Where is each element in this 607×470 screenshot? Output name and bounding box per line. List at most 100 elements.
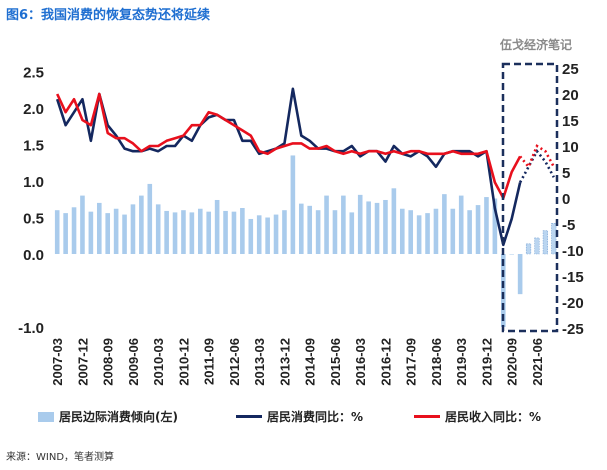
bar-mark bbox=[433, 208, 439, 254]
legend-income-label: 居民收入同比：% bbox=[445, 410, 542, 424]
series-line bbox=[55, 87, 522, 247]
bar-mark bbox=[307, 205, 313, 254]
bar-mark bbox=[122, 214, 127, 254]
y-left-tick-label: -1.0 bbox=[18, 320, 44, 337]
x-tick-label: 2021-06 bbox=[530, 338, 545, 386]
x-tick-label: 2009-06 bbox=[126, 338, 141, 386]
y-left-tick-label: 0.5 bbox=[23, 211, 44, 228]
bar-mark bbox=[366, 201, 371, 254]
bar-mark bbox=[425, 213, 430, 254]
bar-mark bbox=[214, 199, 220, 254]
y-right-tick-label: -5 bbox=[562, 217, 575, 234]
bar-mark bbox=[408, 210, 414, 254]
bar-mark bbox=[492, 198, 498, 254]
x-tick-label: 2019-12 bbox=[479, 338, 494, 386]
x-tick-label: 2007-03 bbox=[50, 338, 65, 386]
y-right-tick-label: 15 bbox=[562, 113, 579, 130]
bar-mark bbox=[357, 194, 363, 254]
bar-mark bbox=[290, 155, 296, 254]
bar-mark bbox=[450, 208, 456, 254]
bar-mark bbox=[164, 210, 169, 254]
bar-mark bbox=[534, 237, 540, 255]
x-tick-label: 2014-09 bbox=[303, 338, 318, 386]
highlight-box bbox=[501, 62, 559, 333]
bar-mark bbox=[542, 230, 548, 255]
x-tick-label: 2007-12 bbox=[75, 338, 90, 386]
x-tick-label: 2020-09 bbox=[505, 338, 520, 386]
bar-mark bbox=[172, 212, 178, 254]
y-right-tick-label: 25 bbox=[562, 61, 579, 78]
bar-mark bbox=[517, 254, 523, 295]
y-right-tick-label: 20 bbox=[562, 87, 579, 104]
bar-mark bbox=[105, 213, 111, 254]
bar-mark bbox=[130, 204, 136, 254]
bar-mark bbox=[500, 254, 506, 327]
x-tick-label: 2019-03 bbox=[454, 338, 469, 386]
legend-bar: 居民边际消费倾向(左) bbox=[38, 408, 178, 425]
series-forecast-line bbox=[519, 144, 555, 170]
bar-mark bbox=[324, 195, 329, 254]
bar-mark bbox=[551, 223, 557, 255]
bar-mark bbox=[248, 218, 254, 254]
bar-mark bbox=[197, 208, 203, 254]
bar-mark bbox=[80, 195, 85, 254]
bar-mark bbox=[341, 195, 346, 254]
bar-mark bbox=[509, 254, 515, 255]
series-line bbox=[56, 92, 522, 200]
bar-mark bbox=[256, 215, 262, 254]
bar-mark bbox=[113, 208, 119, 254]
bar-mark bbox=[181, 210, 186, 254]
bar-mark bbox=[282, 210, 287, 254]
y-right-tick-label: 5 bbox=[562, 165, 570, 182]
bar-mark bbox=[206, 211, 212, 254]
bar-mark bbox=[71, 207, 77, 254]
bar-mark bbox=[391, 188, 397, 254]
bar-mark bbox=[416, 215, 422, 254]
bar-mark bbox=[458, 195, 464, 254]
legend-bar-label: 居民边际消费倾向(左) bbox=[59, 410, 178, 424]
bar-mark bbox=[399, 208, 405, 254]
x-tick-label: 2010-03 bbox=[151, 338, 166, 386]
bar-mark bbox=[467, 210, 472, 254]
x-tick-label: 2017-09 bbox=[404, 338, 419, 386]
legend-consumption: 居民消费同比：% bbox=[236, 408, 363, 425]
bar-mark bbox=[63, 213, 68, 254]
bar-mark bbox=[54, 210, 60, 254]
bar-mark bbox=[147, 183, 153, 254]
x-tick-label: 2008-09 bbox=[101, 338, 116, 386]
y-left-tick-label: 2.0 bbox=[23, 101, 44, 118]
bar-mark bbox=[332, 210, 338, 254]
y-right-tick-label: -15 bbox=[562, 269, 584, 286]
bar-mark bbox=[315, 210, 321, 254]
y-left-tick-label: 1.5 bbox=[23, 138, 44, 155]
y-right-tick-label: 0 bbox=[562, 191, 570, 208]
y-left-tick-label: 2.5 bbox=[23, 65, 44, 82]
y-right-tick-label: 10 bbox=[562, 139, 579, 156]
legend-bar-swatch bbox=[38, 411, 54, 422]
bar-mark bbox=[139, 195, 144, 254]
x-tick-label: 2011-09 bbox=[202, 338, 217, 385]
bar-mark bbox=[349, 212, 355, 254]
bar-mark bbox=[484, 197, 489, 254]
bar-mark bbox=[231, 211, 237, 254]
x-tick-label: 2016-03 bbox=[353, 338, 368, 386]
series-forecast-line bbox=[518, 148, 555, 184]
bar-mark bbox=[189, 212, 195, 254]
y-right-tick-label: -10 bbox=[562, 243, 584, 260]
bar-mark bbox=[96, 202, 102, 254]
bar-mark bbox=[155, 204, 161, 254]
y-right-tick-label: -25 bbox=[562, 321, 584, 338]
bar-mark bbox=[88, 211, 94, 254]
y-left-tick-label: 0.0 bbox=[23, 247, 44, 264]
bar-mark bbox=[374, 202, 380, 254]
legend-consumption-swatch bbox=[236, 415, 262, 418]
x-tick-label: 2010-12 bbox=[176, 338, 191, 386]
bar-mark bbox=[240, 208, 245, 254]
x-tick-label: 2015-06 bbox=[328, 338, 343, 386]
bar-mark bbox=[475, 205, 481, 254]
legend-income-swatch bbox=[414, 415, 440, 418]
y-left-tick-label: 1.0 bbox=[23, 174, 44, 191]
bar-mark bbox=[298, 203, 304, 254]
legend-consumption-label: 居民消费同比：% bbox=[267, 410, 364, 424]
